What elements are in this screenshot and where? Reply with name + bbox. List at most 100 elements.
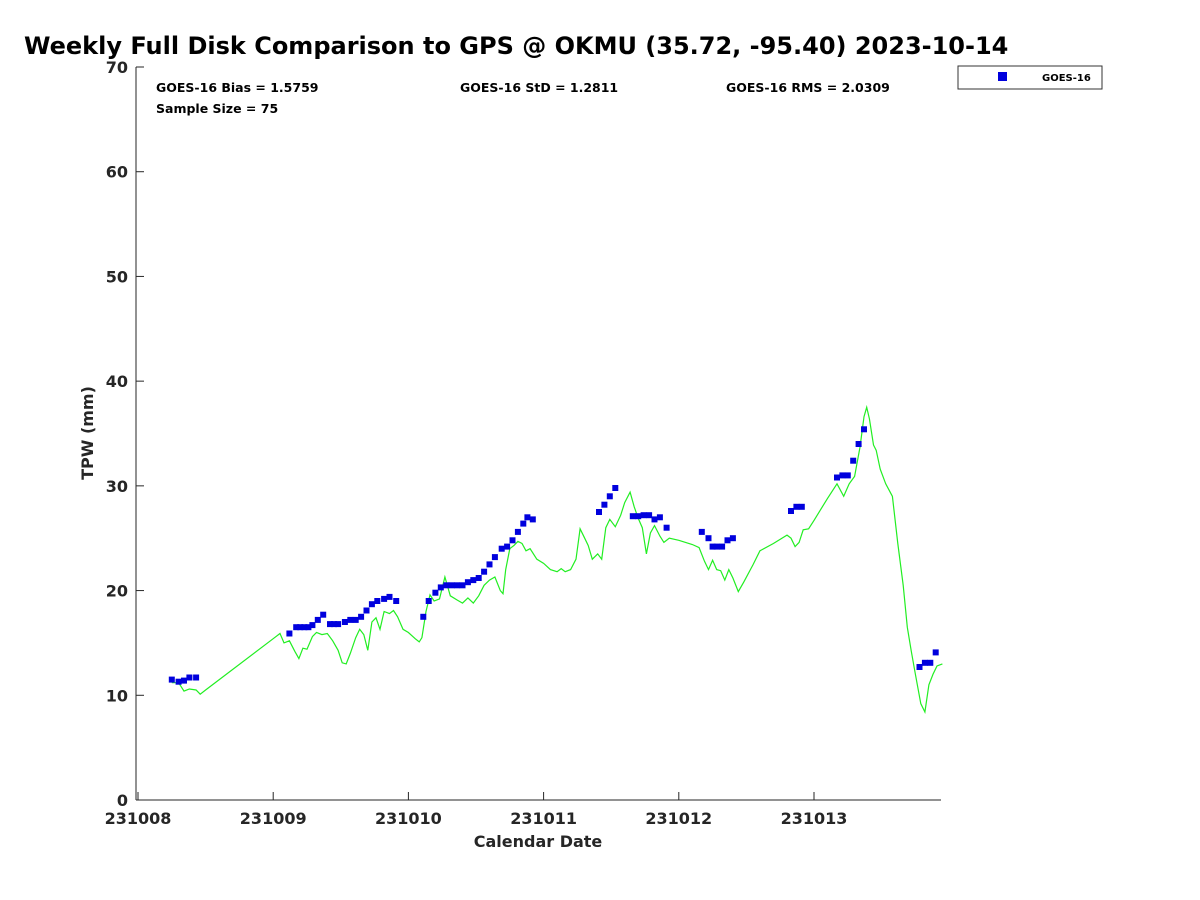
goes-series: [168, 426, 939, 685]
goes-point: [839, 472, 846, 479]
chart-title: Weekly Full Disk Comparison to GPS @ OKM…: [24, 32, 1008, 60]
goes-point: [297, 624, 304, 631]
goes-point: [656, 514, 663, 521]
goes-point: [798, 503, 805, 510]
goes-point: [305, 624, 312, 631]
goes-point: [448, 582, 455, 589]
goes-point: [844, 472, 851, 479]
goes-point: [498, 545, 505, 552]
goes-point: [663, 524, 670, 531]
goes-point: [443, 582, 450, 589]
y-tick-label: 30: [106, 477, 128, 496]
x-axis-label: Calendar Date: [474, 832, 603, 851]
goes-point: [363, 607, 370, 614]
goes-point: [612, 485, 619, 491]
y-tick-label: 50: [106, 267, 128, 286]
x-tick-label: 231008: [105, 809, 172, 828]
y-tick-label: 0: [117, 791, 128, 810]
y-tick-label: 40: [106, 372, 128, 391]
goes-point: [861, 426, 867, 433]
goes-point: [301, 624, 308, 631]
goes-point: [327, 621, 333, 628]
goes-point: [175, 678, 182, 685]
goes-point: [381, 595, 388, 602]
legend: GOES-16: [957, 65, 1103, 90]
goes-point: [368, 601, 375, 608]
y-tick-label: 70: [106, 58, 128, 77]
x-tick-label: 231012: [645, 809, 712, 828]
goes-point: [374, 598, 381, 604]
sample-size-stat: Sample Size = 75: [156, 101, 278, 116]
gps-series: [171, 404, 943, 714]
goes-point: [341, 619, 348, 625]
goes-point: [454, 582, 461, 589]
goes-point: [529, 516, 536, 523]
goes-point: [646, 512, 653, 519]
x-tick-label: 231011: [510, 809, 577, 828]
x-tick-label: 231010: [375, 809, 442, 828]
std-stat: GOES-16 StD = 1.2811: [460, 80, 618, 95]
goes-point: [331, 621, 337, 628]
goes-point: [629, 513, 636, 520]
goes-point: [635, 513, 642, 520]
goes-point: [320, 611, 327, 618]
goes-point: [651, 516, 658, 523]
goes-point: [286, 630, 293, 637]
goes-point: [425, 598, 432, 604]
goes-point: [606, 493, 613, 500]
goes-point: [293, 624, 300, 631]
goes-point: [335, 621, 342, 628]
goes-point: [793, 503, 800, 510]
y-tick-label: 10: [106, 686, 128, 705]
goes-point: [850, 457, 857, 464]
axes: 0 10 20 30 40 50 60 70 231008 231009 231010 231011 2…: [105, 58, 941, 828]
goes-point: [459, 582, 466, 589]
goes-point: [314, 616, 321, 623]
goes-point: [709, 543, 716, 550]
goes-point: [432, 589, 439, 596]
goes-point: [193, 674, 200, 681]
goes-point: [481, 568, 488, 575]
goes-point: [347, 616, 354, 623]
goes-point: [916, 664, 923, 670]
goes-point: [520, 520, 527, 527]
y-tick-label: 60: [106, 163, 128, 182]
goes-point: [386, 593, 393, 600]
x-tick-label: 231009: [240, 809, 307, 828]
goes-point: [788, 508, 794, 514]
goes-point: [834, 474, 840, 481]
goes-point: [927, 659, 934, 666]
legend-box: [957, 65, 1103, 90]
goes-point: [504, 543, 511, 550]
goes-point: [491, 554, 498, 561]
y-tick-label: 20: [106, 582, 128, 601]
goes-point: [464, 579, 471, 586]
goes-point: [640, 512, 647, 519]
goes-point: [509, 537, 516, 544]
goes-point: [596, 509, 602, 515]
y-axis-label: TPW (mm): [78, 386, 97, 480]
goes-point: [724, 537, 731, 544]
rms-stat: GOES-16 RMS = 2.0309: [726, 80, 890, 95]
goes-point: [719, 543, 726, 550]
goes-point: [352, 616, 359, 623]
goes-point: [186, 674, 193, 681]
goes-point: [181, 677, 187, 684]
goes-point: [420, 613, 427, 620]
x-tick-label: 231013: [781, 809, 848, 828]
legend-goes-marker: [998, 72, 1007, 81]
gps-line: [171, 404, 943, 714]
goes-point: [698, 528, 705, 535]
goes-point: [358, 613, 365, 620]
goes-point: [601, 501, 608, 508]
goes-point: [486, 561, 493, 568]
goes-point: [514, 528, 521, 535]
goes-point: [309, 622, 316, 629]
goes-point: [921, 659, 928, 666]
goes-point: [855, 441, 862, 447]
goes-point: [470, 577, 477, 584]
goes-point: [705, 535, 712, 542]
goes-point: [393, 598, 400, 604]
bias-stat: GOES-16 Bias = 1.5759: [156, 80, 318, 95]
